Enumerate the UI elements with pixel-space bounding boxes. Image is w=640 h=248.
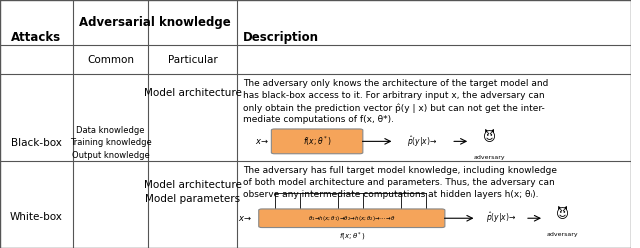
- Text: Data knowledge
Training knowledge
Output knowledge: Data knowledge Training knowledge Output…: [70, 125, 151, 160]
- Text: $f(x;\theta^*)$: $f(x;\theta^*)$: [339, 231, 365, 243]
- Text: 😈: 😈: [483, 131, 495, 144]
- Text: The adversary has full target model knowledge, including knowledge
of both model: The adversary has full target model know…: [243, 166, 557, 199]
- FancyBboxPatch shape: [259, 209, 445, 228]
- Text: Particular: Particular: [168, 55, 218, 64]
- Text: adversary: adversary: [547, 232, 579, 237]
- Text: White-box: White-box: [10, 212, 63, 222]
- Text: adversary: adversary: [473, 155, 505, 160]
- Text: Model architecture: Model architecture: [143, 88, 241, 98]
- Text: Attacks: Attacks: [12, 31, 61, 44]
- Text: $\hat{p}(y|x)\!\rightarrow$: $\hat{p}(y|x)\!\rightarrow$: [486, 211, 517, 225]
- Text: $x\!\rightarrow$: $x\!\rightarrow$: [255, 137, 269, 146]
- Text: Model architecture
Model parameters: Model architecture Model parameters: [143, 180, 241, 204]
- Text: 😈: 😈: [556, 208, 570, 221]
- Text: $x\!\rightarrow$: $x\!\rightarrow$: [238, 214, 252, 223]
- Text: The adversary only knows the architecture of the target model and
has black-box : The adversary only knows the architectur…: [243, 79, 548, 124]
- Text: Black-box: Black-box: [11, 138, 61, 148]
- Text: Adversarial knowledge: Adversarial knowledge: [79, 16, 230, 29]
- Text: $\hat{p}(y|x)\!\rightarrow$: $\hat{p}(y|x)\!\rightarrow$: [408, 134, 438, 149]
- Text: Common: Common: [87, 55, 134, 64]
- Text: $f(x;\theta^*)$: $f(x;\theta^*)$: [303, 135, 332, 148]
- Text: $\theta_1\!\to\!h(x;\theta_1)\!\to\!\theta_2\!\to\!h(x;\theta_2)\!\to\!\cdots\!\: $\theta_1\!\to\!h(x;\theta_1)\!\to\!\the…: [308, 214, 396, 223]
- FancyBboxPatch shape: [271, 129, 363, 154]
- Text: Description: Description: [243, 31, 319, 44]
